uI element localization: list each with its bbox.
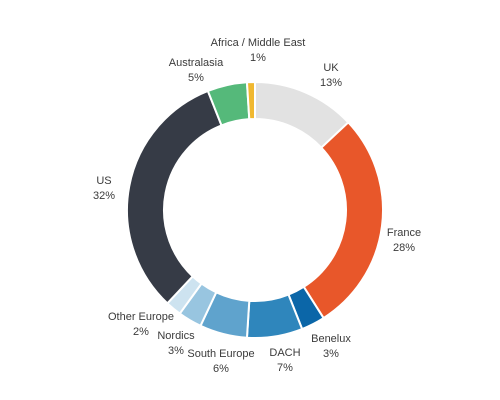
value-label-benelux: 3% — [323, 348, 339, 360]
label-other-europe: Other Europe — [108, 311, 174, 323]
label-france: France — [387, 227, 421, 239]
labels-group: UK 13% France 28% Benelux 3% DACH 7% South Europ… — [93, 37, 421, 375]
label-australasia: Australasia — [169, 57, 224, 69]
value-label-australasia: 5% — [188, 72, 204, 84]
value-label-france: 28% — [393, 242, 415, 254]
slice-africa-middle-east — [245, 80, 256, 121]
value-label-nordics: 3% — [168, 345, 184, 357]
label-nordics: Nordics — [157, 330, 195, 342]
label-africa-middle-east: Africa / Middle East — [211, 37, 306, 49]
label-us: US — [96, 175, 111, 187]
value-label-dach: 7% — [277, 362, 293, 374]
label-benelux: Benelux — [311, 333, 351, 345]
value-label-us: 32% — [93, 190, 115, 202]
slice-us — [126, 89, 223, 305]
label-uk: UK — [323, 62, 339, 74]
slice-france — [302, 120, 384, 320]
label-south-europe: South Europe — [187, 348, 254, 360]
value-label-other-europe: 2% — [133, 326, 149, 338]
value-label-africa-middle-east: 1% — [250, 52, 266, 64]
value-label-south-europe: 6% — [213, 363, 229, 375]
label-dach: DACH — [269, 347, 300, 359]
value-label-uk: 13% — [320, 77, 342, 89]
slices-group — [126, 80, 384, 339]
